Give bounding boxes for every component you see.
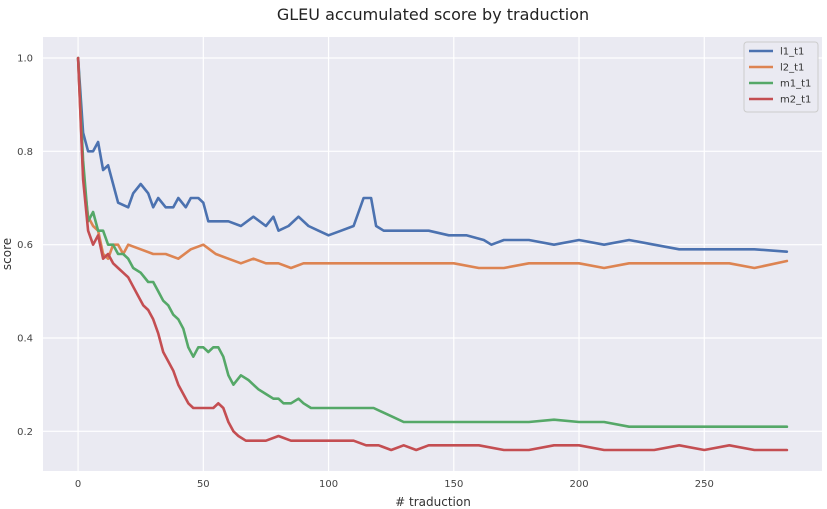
y-tick-label: 0.6 bbox=[17, 240, 33, 251]
x-gridlines bbox=[77, 37, 705, 471]
legend-label-m1_t1: m1_t1 bbox=[780, 79, 811, 90]
chart-title: GLEU accumulated score by traduction bbox=[277, 5, 589, 24]
legend-label-l2_t1: l2_t1 bbox=[780, 63, 804, 74]
x-tick-labels: 0 50 100 150 200 250 bbox=[75, 479, 714, 490]
legend-label-m2_t1: m2_t1 bbox=[780, 95, 811, 106]
series-line-l1_t1 bbox=[76, 56, 789, 253]
y-tick-label: 0.8 bbox=[17, 147, 33, 158]
x-tick-label: 50 bbox=[197, 479, 210, 490]
legend-box bbox=[743, 41, 819, 113]
legend-label-l1_t1: l1_t1 bbox=[780, 47, 804, 58]
legend-items: l1_t1 l2_t1 m1_t1 m2_t1 bbox=[749, 47, 811, 106]
y-gridlines bbox=[43, 57, 822, 432]
x-tick-label: 100 bbox=[319, 479, 338, 490]
series-line-m2_t1 bbox=[76, 56, 789, 452]
plot-area bbox=[43, 37, 822, 471]
y-tick-label: 1.0 bbox=[17, 54, 33, 65]
series-line-m1_t1 bbox=[76, 56, 789, 428]
series-lines bbox=[76, 56, 789, 452]
y-axis-label: score bbox=[0, 238, 14, 270]
y-tick-labels: 0.2 0.4 0.6 0.8 1.0 bbox=[17, 54, 33, 438]
y-tick-label: 0.2 bbox=[17, 427, 33, 438]
x-tick-label: 0 bbox=[75, 479, 81, 490]
x-tick-label: 150 bbox=[444, 479, 463, 490]
x-tick-label: 250 bbox=[695, 479, 714, 490]
y-tick-label: 0.4 bbox=[17, 334, 33, 345]
series-line-l2_t1 bbox=[76, 56, 789, 270]
legend: l1_t1 l2_t1 m1_t1 m2_t1 bbox=[743, 41, 819, 113]
x-tick-label: 200 bbox=[569, 479, 588, 490]
x-axis-label: # traduction bbox=[395, 495, 471, 509]
